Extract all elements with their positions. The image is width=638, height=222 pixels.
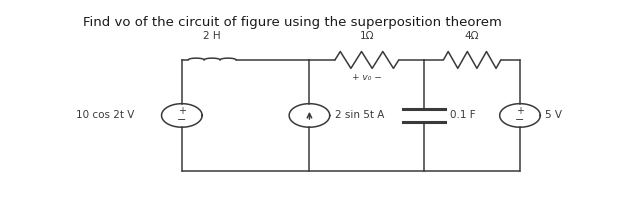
Text: 1Ω: 1Ω: [360, 31, 374, 41]
Text: −: −: [516, 115, 524, 125]
Text: 5 V: 5 V: [545, 110, 563, 121]
Text: 0.1 F: 0.1 F: [450, 110, 475, 121]
Text: 2 sin 5t A: 2 sin 5t A: [335, 110, 384, 121]
Text: + v₀ −: + v₀ −: [352, 73, 382, 82]
Text: 2 H: 2 H: [204, 31, 221, 41]
Text: −: −: [177, 115, 186, 125]
Text: +: +: [178, 106, 186, 116]
Text: 4Ω: 4Ω: [465, 31, 479, 41]
Text: Find vo of the circuit of figure using the superposition theorem: Find vo of the circuit of figure using t…: [83, 16, 502, 29]
Text: 10 cos 2t V: 10 cos 2t V: [76, 110, 134, 121]
Text: +: +: [516, 106, 524, 116]
